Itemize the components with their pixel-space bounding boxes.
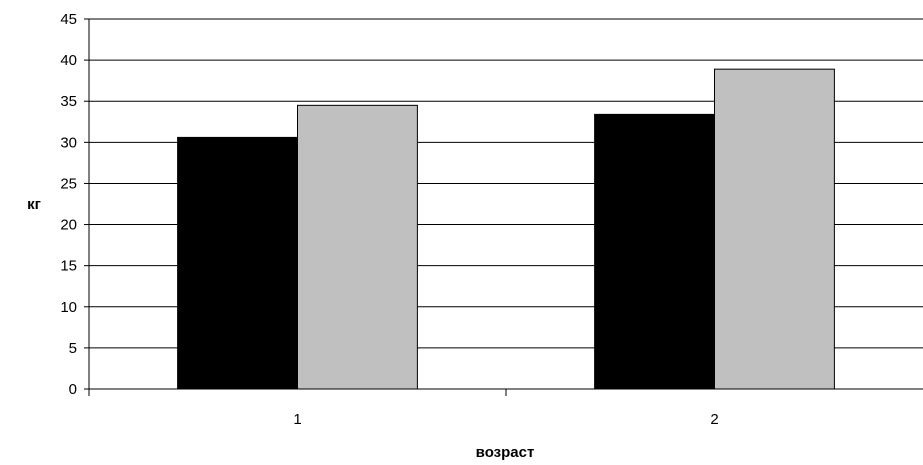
bars — [177, 68, 835, 390]
axes — [84, 18, 923, 396]
y-tick-labels: 0 5 10 15 20 25 30 35 40 45 — [60, 11, 77, 398]
x-tick-label: 1 — [293, 411, 301, 428]
y-tick-label: 25 — [60, 175, 77, 192]
x-axis-title: возраст — [476, 444, 535, 461]
bar — [714, 68, 835, 390]
bar — [177, 136, 298, 390]
y-tick-label: 5 — [69, 340, 77, 357]
y-tick-label: 30 — [60, 134, 77, 151]
y-tick-label: 15 — [60, 258, 77, 275]
bar — [594, 113, 715, 390]
y-axis-title: кг — [27, 196, 41, 213]
y-tick-label: 40 — [60, 52, 77, 69]
y-tick-label: 0 — [69, 381, 77, 398]
x-tick-label: 2 — [710, 411, 718, 428]
bar — [297, 104, 418, 390]
y-tick-label: 45 — [60, 11, 77, 28]
y-tick-label: 20 — [60, 217, 77, 234]
y-tick-label: 10 — [60, 299, 77, 316]
y-tick-label: 35 — [60, 93, 77, 110]
